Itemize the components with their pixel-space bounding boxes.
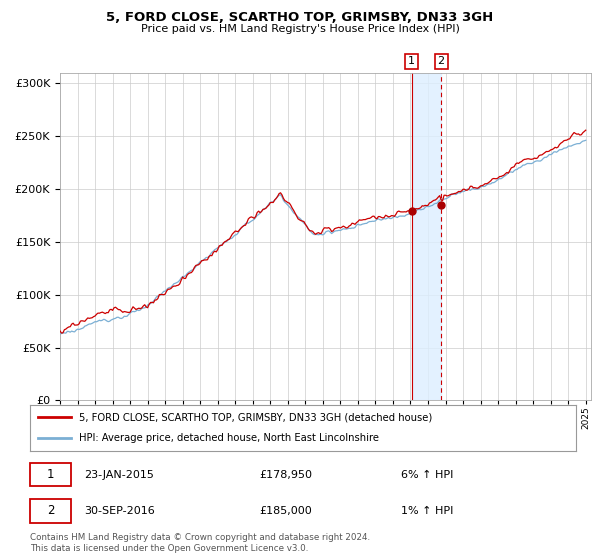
Text: 30-SEP-2016: 30-SEP-2016 bbox=[85, 506, 155, 516]
Text: 6% ↑ HPI: 6% ↑ HPI bbox=[401, 470, 454, 479]
Text: 2: 2 bbox=[47, 505, 54, 517]
Text: £178,950: £178,950 bbox=[259, 470, 313, 479]
FancyBboxPatch shape bbox=[30, 500, 71, 522]
Text: 2: 2 bbox=[437, 57, 445, 66]
Text: HPI: Average price, detached house, North East Lincolnshire: HPI: Average price, detached house, Nort… bbox=[79, 433, 379, 444]
Text: 1: 1 bbox=[408, 57, 415, 66]
Bar bbox=[412, 73, 441, 400]
Text: £185,000: £185,000 bbox=[259, 506, 312, 516]
FancyBboxPatch shape bbox=[30, 463, 71, 486]
Text: 5, FORD CLOSE, SCARTHO TOP, GRIMSBY, DN33 3GH (detached house): 5, FORD CLOSE, SCARTHO TOP, GRIMSBY, DN3… bbox=[79, 412, 433, 422]
Text: 1: 1 bbox=[47, 468, 54, 481]
Text: Price paid vs. HM Land Registry's House Price Index (HPI): Price paid vs. HM Land Registry's House … bbox=[140, 24, 460, 34]
Text: 1% ↑ HPI: 1% ↑ HPI bbox=[401, 506, 454, 516]
Text: 5, FORD CLOSE, SCARTHO TOP, GRIMSBY, DN33 3GH: 5, FORD CLOSE, SCARTHO TOP, GRIMSBY, DN3… bbox=[106, 11, 494, 24]
Text: 23-JAN-2015: 23-JAN-2015 bbox=[85, 470, 154, 479]
Text: Contains HM Land Registry data © Crown copyright and database right 2024.
This d: Contains HM Land Registry data © Crown c… bbox=[30, 533, 370, 553]
